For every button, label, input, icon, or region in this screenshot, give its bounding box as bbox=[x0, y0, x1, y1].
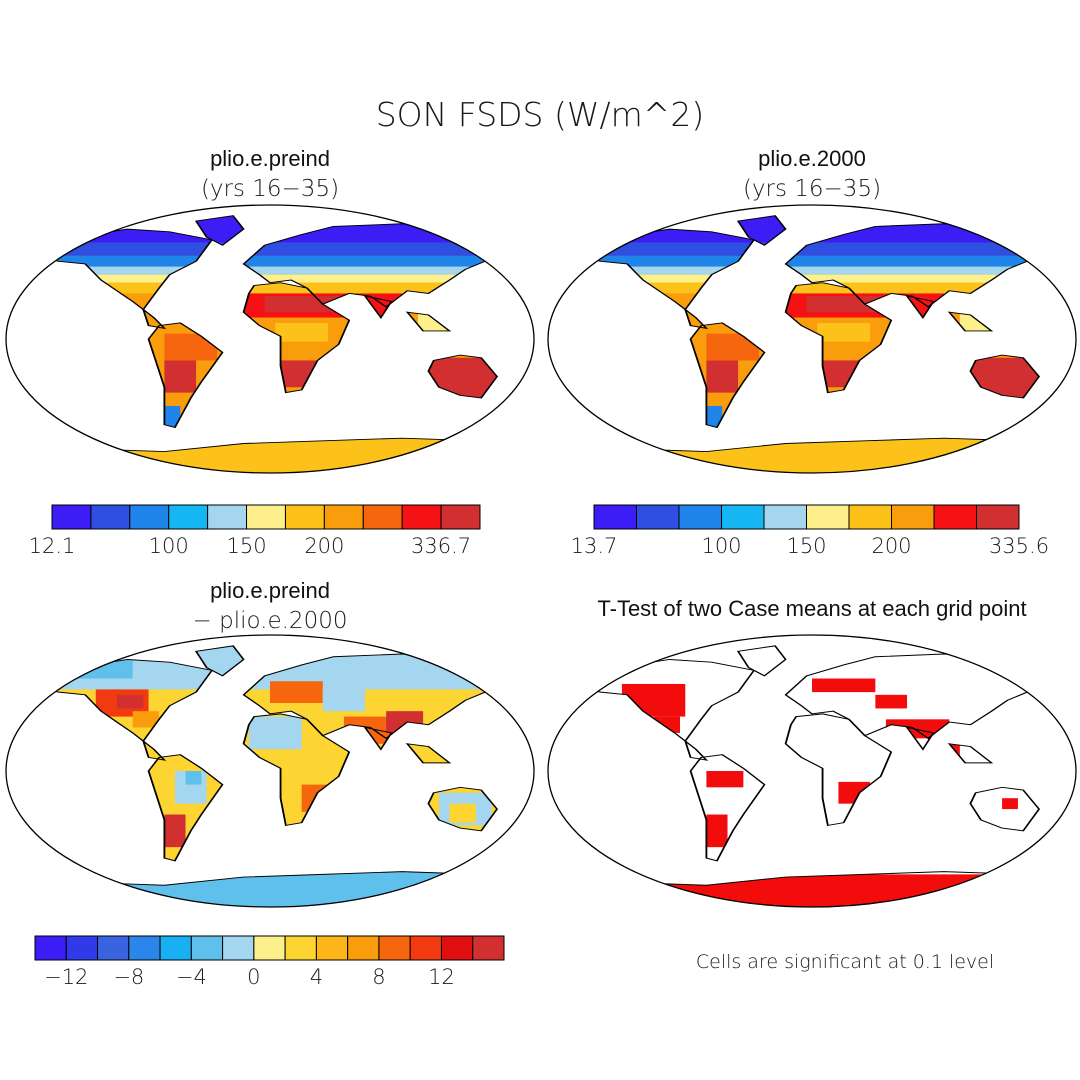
panel-title: plio.e.preind bbox=[210, 146, 330, 171]
colorbar-swatch bbox=[409, 935, 442, 961]
colorbar-swatch bbox=[253, 935, 286, 961]
colorbar-swatch bbox=[65, 935, 99, 961]
colorbar-tick-label: 336.7 bbox=[411, 534, 471, 558]
colorbar-swatch bbox=[246, 504, 286, 530]
panel-ttest: T-Test of two Case means at each grid po… bbox=[547, 596, 1077, 973]
colorbar-tick-label: 335.6 bbox=[989, 534, 1049, 558]
panel-subtitle: (yrs 16−35) bbox=[201, 176, 339, 202]
colorbar-tick-label: 150 bbox=[226, 534, 266, 558]
colorbar-swatch bbox=[284, 935, 317, 961]
panel-title: plio.e.preind bbox=[210, 578, 330, 603]
colorbar-swatch bbox=[933, 504, 977, 530]
colorbar-swatch bbox=[806, 504, 850, 530]
colorbar-tick-label: 100 bbox=[701, 534, 741, 558]
colorbar-difference: −12 −8 −4 0 4 8 12 bbox=[34, 935, 505, 989]
panel-subtitle: (yrs 16−35) bbox=[743, 176, 881, 202]
colorbar-swatch bbox=[891, 504, 935, 530]
colorbar-tick-label: 150 bbox=[786, 534, 826, 558]
colorbar-swatch bbox=[401, 504, 442, 530]
colorbar-swatch bbox=[207, 504, 248, 530]
colorbar-swatch bbox=[976, 504, 1020, 530]
panel-title: T-Test of two Case means at each grid po… bbox=[597, 596, 1026, 621]
colorbar-swatch bbox=[472, 935, 505, 961]
colorbar-swatch bbox=[315, 935, 349, 961]
colorbar-swatch bbox=[323, 504, 364, 530]
colorbar-swatch bbox=[362, 504, 403, 530]
colorbar-swatch bbox=[721, 504, 765, 530]
colorbar-swatch bbox=[440, 504, 481, 530]
colorbar-tick-label: 13.7 bbox=[571, 534, 618, 558]
colorbar-swatch bbox=[129, 504, 170, 530]
colorbar-swatch bbox=[440, 935, 474, 961]
colorbar-tick-label: 0 bbox=[247, 965, 260, 989]
colorbar-swatch bbox=[636, 504, 680, 530]
colorbar-swatch bbox=[34, 935, 67, 961]
colorbar-tick-label: 200 bbox=[304, 534, 344, 558]
colorbar-swatch bbox=[678, 504, 722, 530]
colorbar-tick-label: −4 bbox=[176, 965, 207, 989]
map-outline bbox=[547, 204, 1077, 474]
colorbar-tick-label: −12 bbox=[44, 965, 88, 989]
colorbar-swatch bbox=[51, 504, 92, 530]
colorbar-tick-label: 12.1 bbox=[29, 534, 76, 558]
colorbar-tick-label: 100 bbox=[149, 534, 189, 558]
map-outline bbox=[5, 634, 535, 908]
panel-subtitle: − plio.e.2000 bbox=[193, 608, 348, 634]
map-outline bbox=[5, 204, 535, 474]
colorbar-tick-label: 12 bbox=[428, 965, 455, 989]
colorbar-tick-label: 200 bbox=[871, 534, 911, 558]
colorbar-swatch bbox=[763, 504, 807, 530]
field-map bbox=[548, 205, 1076, 473]
colorbar-swatch bbox=[159, 935, 192, 961]
colorbar-swatch bbox=[97, 935, 130, 961]
panel-difference: plio.e.preind − plio.e.2000 bbox=[5, 578, 535, 989]
panel-2000: plio.e.2000 (yrs 16−35) 13.7 100 150 200 335… bbox=[547, 146, 1077, 558]
colorbar-swatch bbox=[90, 504, 131, 530]
panel-preind: plio.e.preind (yrs 16−35) 12.1 100 150 200 3… bbox=[5, 146, 535, 558]
colorbar-swatch bbox=[347, 935, 380, 961]
colorbar-swatch bbox=[222, 935, 255, 961]
colorbar-swatch bbox=[378, 935, 411, 961]
colorbar-2000: 13.7 100 150 200 335.6 bbox=[571, 504, 1049, 558]
map-outline bbox=[547, 634, 1077, 908]
colorbar-preind: 12.1 100 150 200 336.7 bbox=[29, 504, 481, 558]
colorbar-tick-label: 4 bbox=[310, 965, 323, 989]
field-map bbox=[6, 205, 534, 473]
colorbar-swatch bbox=[168, 504, 209, 530]
panel-title: plio.e.2000 bbox=[758, 146, 866, 171]
colorbar-swatch bbox=[190, 935, 224, 961]
colorbar-tick-label: −8 bbox=[113, 965, 144, 989]
figure-title: SON FSDS (W/m^2) bbox=[376, 95, 705, 134]
field-map bbox=[6, 635, 534, 907]
colorbar-swatch bbox=[284, 504, 325, 530]
colorbar-swatch bbox=[848, 504, 892, 530]
colorbar-tick-label: 8 bbox=[372, 965, 385, 989]
significance-note: Cells are significant at 0.1 level bbox=[696, 951, 994, 973]
colorbar-swatch bbox=[128, 935, 161, 961]
colorbar-swatch bbox=[593, 504, 637, 530]
